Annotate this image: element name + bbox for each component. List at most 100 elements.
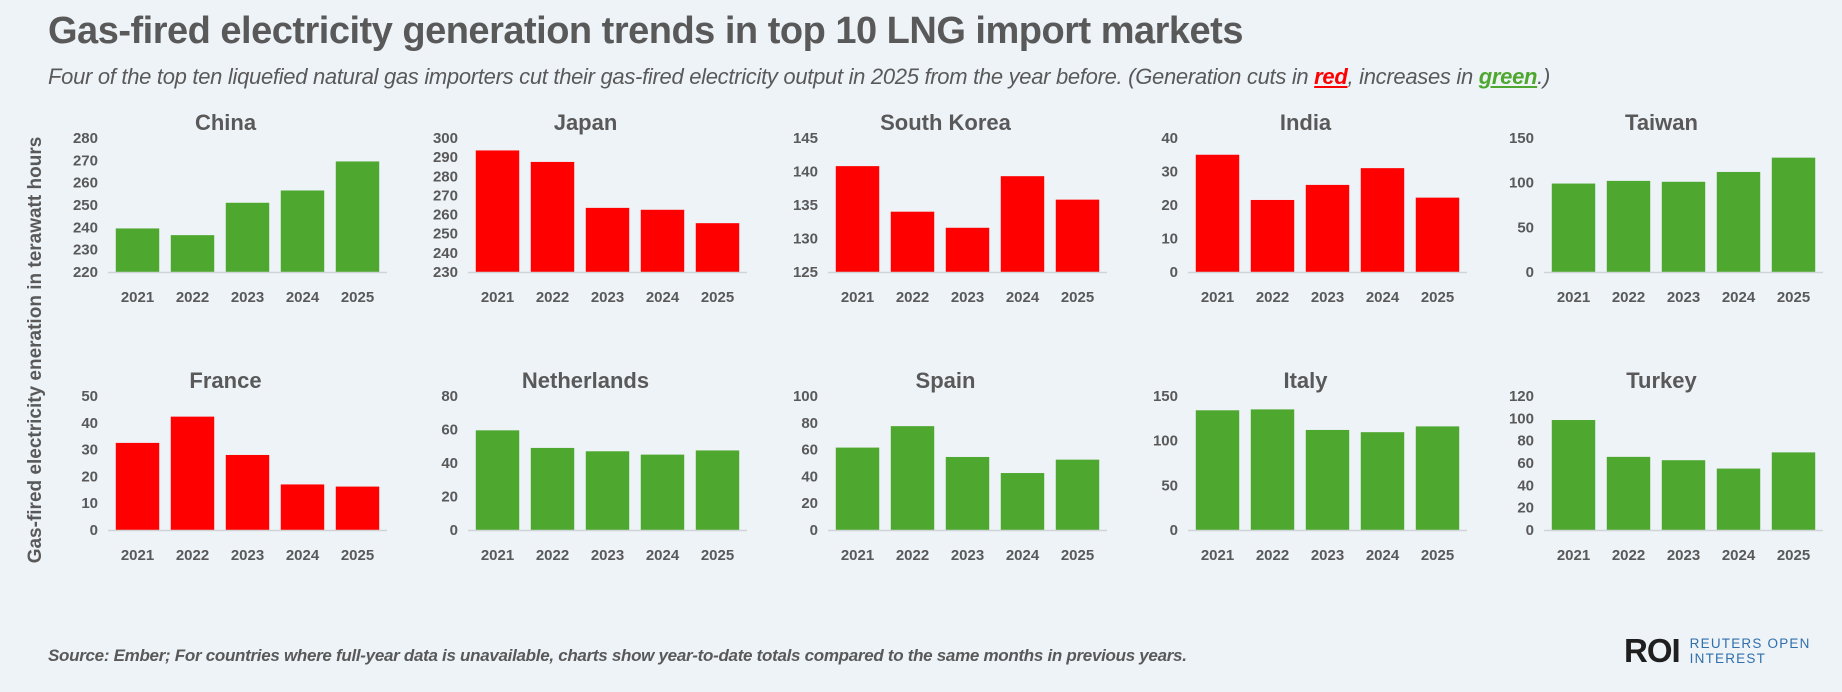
y-tick-label: 40: [81, 415, 98, 432]
chart-title: South Korea: [880, 110, 1012, 135]
x-tick-label: 2025: [1061, 289, 1094, 306]
bar-2023: [1305, 429, 1350, 530]
y-tick-label: 40: [1517, 477, 1534, 494]
y-tick-label: 300: [433, 130, 458, 147]
x-tick-label: 2021: [481, 547, 514, 564]
bar-2021: [835, 447, 880, 530]
y-tick-label: 260: [73, 175, 98, 192]
x-tick-label: 2021: [1201, 289, 1234, 306]
y-tick-label: 250: [433, 226, 458, 243]
x-tick-label: 2022: [896, 289, 929, 306]
x-tick-label: 2024: [646, 289, 680, 306]
bar-2024: [1716, 171, 1761, 272]
bar-2025: [335, 161, 380, 272]
subtitle-text-mid: , increases in: [1347, 64, 1479, 89]
y-tick-label: 80: [441, 388, 458, 405]
bar-2024: [1000, 176, 1045, 272]
chart-title: Turkey: [1626, 368, 1697, 393]
chart-svg: South Korea 125 130 135 140 145 2021 2022 2023 20…: [793, 110, 1107, 306]
x-tick-label: 2023: [1311, 289, 1344, 306]
chart-panel-spain: Spain 0 20 40 60 80 100 2021 2022 2023 2024 2025: [780, 368, 1132, 610]
y-tick-label: 140: [793, 164, 818, 181]
x-tick-label: 2023: [951, 547, 984, 564]
bar-2023: [225, 202, 270, 272]
y-tick-label: 100: [1509, 410, 1534, 427]
bar-2021: [1551, 183, 1596, 272]
y-tick-label: 0: [90, 522, 98, 539]
y-tick-label: 130: [793, 231, 818, 248]
y-tick-label: 0: [1170, 264, 1178, 281]
x-tick-label: 2021: [121, 289, 154, 306]
bar-2021: [1551, 420, 1596, 530]
bar-2025: [1771, 157, 1816, 272]
bar-2021: [115, 228, 160, 272]
x-tick-label: 2024: [646, 547, 680, 564]
bar-2025: [1415, 426, 1460, 530]
y-tick-label: 150: [1509, 130, 1534, 147]
y-tick-label: 270: [73, 152, 98, 169]
x-tick-label: 2025: [1777, 289, 1810, 306]
y-tick-label: 120: [1509, 388, 1534, 405]
subtitle-text: Four of the top ten liquefied natural ga…: [48, 64, 1315, 89]
x-tick-label: 2022: [176, 547, 209, 564]
x-tick-label: 2023: [591, 547, 624, 564]
y-tick-label: 20: [81, 468, 98, 485]
chart-svg: Spain 0 20 40 60 80 100 2021 2022 2023 2024 2025: [793, 368, 1107, 564]
chart-panel-netherlands: Netherlands 0 20 40 60 80 2021 2022 2023 2024 2025: [420, 368, 772, 610]
chart-panel-japan: Japan 230 240 250 260 270 280 290 300 2021 2022 202…: [420, 110, 772, 352]
chart-svg: Netherlands 0 20 40 60 80 2021 2022 2023 2024 2025: [441, 368, 747, 564]
y-tick-label: 50: [81, 388, 98, 405]
y-tick-label: 220: [73, 264, 98, 281]
bar-2024: [1000, 473, 1045, 530]
x-tick-label: 2022: [536, 289, 569, 306]
chart-panel-france: France 0 10 20 30 40 50 2021 2022 2023 2024 2025: [60, 368, 412, 610]
bar-2025: [695, 223, 740, 272]
bar-2025: [695, 450, 740, 530]
x-tick-label: 2022: [1256, 547, 1289, 564]
chart-panel-china: China 220 230 240 250 260 270 280 2021 2022 2023 20…: [60, 110, 412, 352]
x-tick-label: 2024: [1722, 289, 1756, 306]
y-tick-label: 0: [1170, 522, 1178, 539]
x-tick-label: 2025: [1421, 547, 1454, 564]
x-tick-label: 2022: [176, 289, 209, 306]
y-tick-label: 40: [441, 455, 458, 472]
x-tick-label: 2023: [1311, 547, 1344, 564]
y-tick-label: 40: [801, 468, 818, 485]
bar-2021: [1195, 410, 1240, 530]
y-tick-label: 80: [1517, 433, 1534, 450]
y-tick-label: 40: [1161, 130, 1178, 147]
chart-svg: Turkey 0 20 40 60 80 100 120 2021 2022 2023 2024 202…: [1509, 368, 1823, 564]
y-tick-label: 20: [1517, 500, 1534, 517]
bar-2024: [1360, 432, 1405, 530]
x-tick-label: 2022: [896, 547, 929, 564]
x-tick-label: 2021: [1201, 547, 1234, 564]
bar-2023: [945, 227, 990, 272]
chart-title: India: [1280, 110, 1332, 135]
y-tick-label: 60: [801, 442, 818, 459]
chart-svg: China 220 230 240 250 260 270 280 2021 2022 2023 20…: [73, 110, 387, 306]
chart-panel-south-korea: South Korea 125 130 135 140 145 2021 2022 2023 20…: [780, 110, 1132, 352]
y-tick-label: 240: [433, 245, 458, 262]
x-tick-label: 2025: [701, 547, 734, 564]
bar-2022: [170, 416, 215, 530]
bar-2022: [1606, 456, 1651, 530]
bar-2025: [335, 486, 380, 530]
bar-2023: [225, 454, 270, 530]
source-note: Source: Ember; For countries where full-…: [48, 646, 1187, 665]
x-tick-label: 2021: [841, 289, 874, 306]
y-tick-label: 50: [1161, 477, 1178, 494]
logo-line-1: REUTERS OPEN: [1689, 636, 1811, 651]
x-tick-label: 2022: [1612, 289, 1645, 306]
x-tick-label: 2024: [286, 289, 320, 306]
chart-svg: Taiwan 0 50 100 150 2021 2022 2023 2024 2025: [1509, 110, 1823, 306]
y-tick-label: 290: [433, 149, 458, 166]
x-tick-label: 2025: [341, 547, 374, 564]
bar-2023: [1661, 181, 1706, 272]
x-tick-label: 2024: [1366, 289, 1400, 306]
y-tick-label: 20: [801, 495, 818, 512]
y-tick-label: 80: [801, 415, 818, 432]
chart-svg: France 0 10 20 30 40 50 2021 2022 2023 2024 2025: [81, 368, 387, 564]
bar-2022: [1250, 409, 1295, 530]
y-tick-label: 250: [73, 197, 98, 214]
bar-2022: [890, 426, 935, 530]
